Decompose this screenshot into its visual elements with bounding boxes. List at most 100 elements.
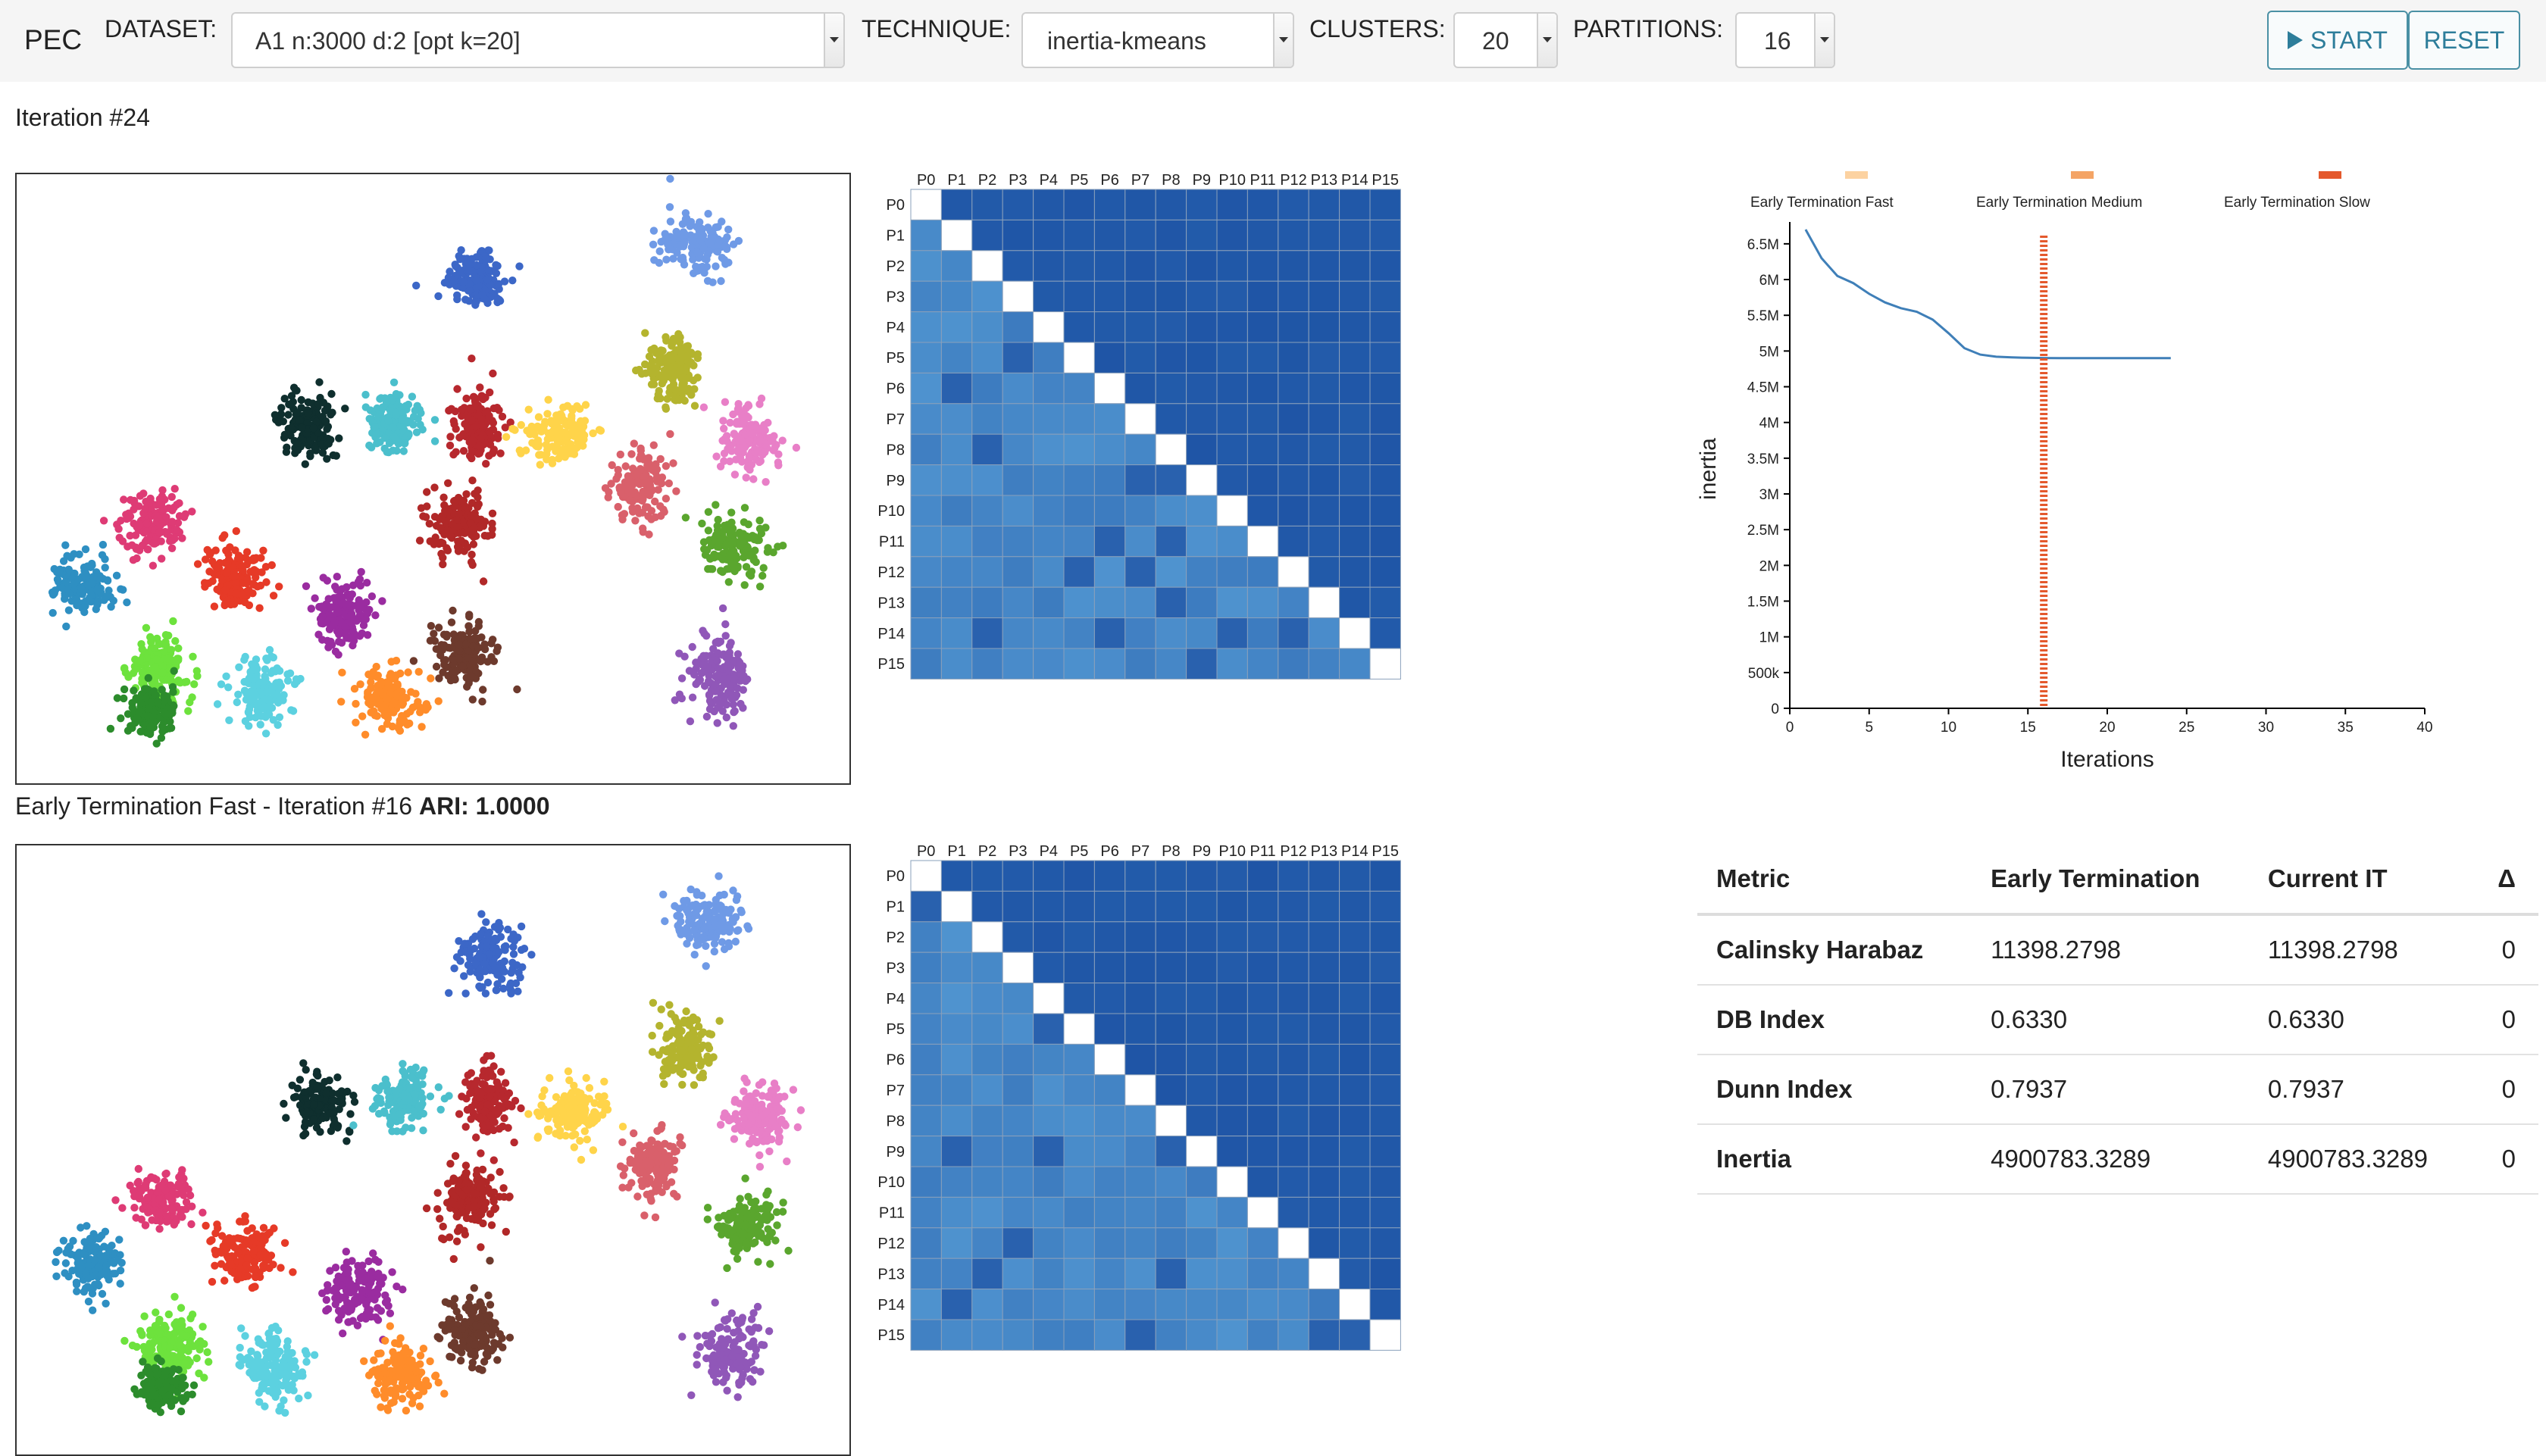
- scatter-point: [479, 1189, 487, 1197]
- matrix-cell: [1093, 372, 1126, 405]
- scatter-point: [533, 1108, 542, 1117]
- scatter-point: [487, 1051, 496, 1060]
- scatter-point: [568, 1132, 577, 1140]
- scatter-point: [619, 1171, 627, 1179]
- scatter-point: [547, 419, 556, 428]
- scatter-point: [774, 1137, 784, 1146]
- scatter-point: [580, 1111, 588, 1120]
- scatter-point: [432, 521, 441, 530]
- scatter-point: [443, 630, 451, 639]
- scatter-point: [510, 1138, 518, 1147]
- scatter-point: [297, 395, 305, 405]
- scatter-point: [758, 1092, 767, 1100]
- scatter-point: [399, 409, 407, 417]
- scatter-point: [213, 700, 222, 708]
- matrix-cell: [971, 403, 1003, 435]
- matrix-cell: [1186, 403, 1218, 435]
- scatter-point: [455, 937, 463, 945]
- scatter-point: [64, 606, 74, 614]
- scatter-point: [483, 942, 491, 951]
- scatter-point: [690, 951, 699, 959]
- dataset-select[interactable]: A1 n:3000 d:2 [opt k=20]: [231, 12, 845, 68]
- matrix-cell: [1186, 311, 1218, 343]
- scatter-point: [681, 209, 690, 217]
- scatter-point: [355, 611, 364, 620]
- scatter-point: [488, 530, 496, 539]
- scatter-point: [341, 599, 349, 608]
- scatter-point: [643, 1190, 651, 1198]
- scatter-point: [446, 1233, 454, 1242]
- scatter-point: [318, 448, 327, 457]
- scatter-point: [346, 1127, 354, 1136]
- scatter-point: [450, 277, 458, 286]
- scatter-point: [483, 658, 492, 666]
- matrix-row-label: P9: [887, 473, 905, 489]
- scatter-point: [349, 1121, 358, 1129]
- matrix-col-label: P15: [1372, 173, 1399, 189]
- scatter-point: [336, 586, 344, 595]
- scatter-point: [415, 1101, 424, 1111]
- scatter-point: [500, 1114, 508, 1123]
- scatter-point: [582, 1073, 590, 1083]
- scatter-point: [72, 595, 81, 604]
- scatter-point: [662, 462, 671, 470]
- scatter-point: [740, 1114, 748, 1123]
- scatter-point: [158, 686, 166, 694]
- start-button[interactable]: START: [2267, 11, 2408, 70]
- scatter-point: [739, 686, 747, 694]
- scatter-point: [722, 701, 731, 709]
- matrix-cell: [1186, 556, 1218, 588]
- matrix-col-label: P11: [1250, 173, 1276, 189]
- scatter-point: [392, 389, 401, 398]
- technique-label: TECHNIQUE:: [862, 15, 1012, 42]
- scatter-point: [670, 1189, 678, 1198]
- scatter-point: [714, 637, 722, 645]
- scatter-point: [567, 1090, 575, 1099]
- scatter-point: [645, 352, 654, 361]
- matrix-cell: [910, 464, 942, 496]
- technique-select[interactable]: inertia-kmeans: [1021, 12, 1294, 68]
- scatter-point: [333, 1073, 342, 1082]
- partitions-select[interactable]: 16: [1735, 12, 1835, 68]
- scatter-point: [719, 923, 727, 931]
- scatter-point: [303, 419, 311, 427]
- scatter-point: [237, 562, 246, 571]
- scatter-point: [580, 431, 589, 439]
- matrix-cell: [1246, 250, 1279, 282]
- matrix-cell: [971, 189, 1003, 220]
- scatter-point: [709, 1053, 718, 1061]
- scatter-point: [465, 286, 474, 295]
- reset-button[interactable]: RESET: [2408, 11, 2520, 70]
- scatter-point: [299, 1059, 308, 1067]
- scatter-point: [310, 1115, 318, 1123]
- matrix-cell: [971, 556, 1003, 588]
- scatter-point: [306, 449, 314, 458]
- scatter-point: [745, 1139, 754, 1148]
- scatter-point: [743, 532, 751, 541]
- scatter-point: [693, 248, 702, 257]
- scatter-point: [729, 657, 738, 665]
- matrix-cell: [1308, 189, 1340, 220]
- matrix-cell: [1246, 556, 1279, 588]
- matrix-cell: [1093, 525, 1126, 558]
- scatter-point: [718, 938, 727, 946]
- clusters-select[interactable]: 20: [1453, 12, 1558, 68]
- scatter-point: [632, 366, 640, 375]
- matrix-cell: [1246, 586, 1279, 619]
- scatter-point: [211, 563, 221, 571]
- scatter-point: [342, 1137, 351, 1145]
- scatter-point: [781, 1121, 790, 1129]
- scatter-point: [87, 591, 95, 600]
- scatter-point: [285, 400, 294, 409]
- toolbar: PEC DATASET: A1 n:3000 d:2 [opt k=20] TE…: [0, 0, 2546, 82]
- scatter-point: [408, 392, 417, 401]
- matrix-cell: [1002, 311, 1034, 343]
- scatter-point: [621, 481, 630, 490]
- scatter-point: [690, 926, 699, 934]
- scatter-point: [476, 1115, 485, 1123]
- scatter-point: [142, 527, 151, 536]
- scatter-point: [737, 444, 745, 452]
- matrix-cell: [910, 617, 942, 649]
- cluster-7: [648, 998, 724, 1089]
- scatter-point: [699, 403, 708, 411]
